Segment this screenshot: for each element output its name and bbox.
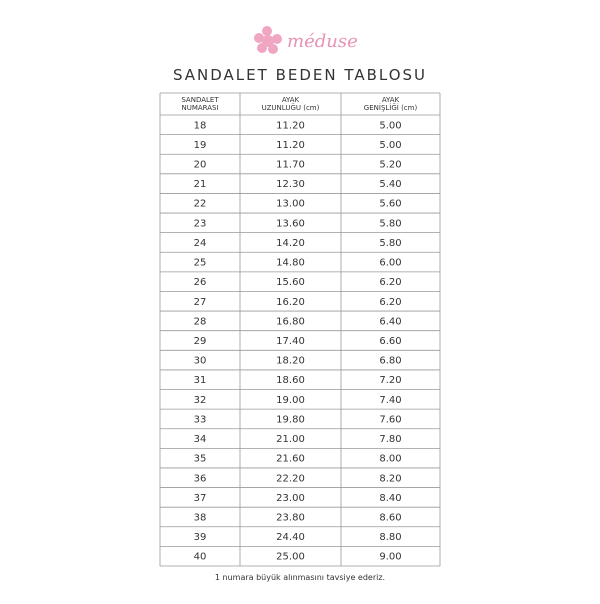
table-cell: 21 bbox=[194, 179, 207, 190]
table-cell: 16.20 bbox=[276, 297, 305, 308]
table-cell: 23.80 bbox=[276, 512, 305, 523]
table-cell: 33 bbox=[194, 414, 207, 425]
table-cell: 18.60 bbox=[276, 375, 305, 386]
table-cell: 8.00 bbox=[379, 454, 401, 465]
table-cell: 16.80 bbox=[276, 316, 305, 327]
table-cell: 19.80 bbox=[276, 414, 305, 425]
table-cell: 28 bbox=[194, 316, 207, 327]
table-cell: 8.80 bbox=[379, 532, 401, 543]
table-cell: 7.40 bbox=[379, 395, 401, 406]
table-cell: 12.30 bbox=[276, 179, 305, 190]
table-cell: 6.20 bbox=[379, 277, 401, 288]
table-cell: 36 bbox=[194, 473, 207, 484]
column-header: SANDALET bbox=[181, 96, 219, 104]
table-cell: 31 bbox=[194, 375, 207, 386]
table-cell: 5.60 bbox=[379, 199, 401, 210]
column-header: GENİŞLİĞİ (cm) bbox=[364, 103, 418, 112]
table-cell: 25.00 bbox=[276, 552, 305, 563]
table-cell: 11.20 bbox=[276, 140, 305, 151]
table-cell: 6.20 bbox=[379, 297, 401, 308]
table-cell: 7.60 bbox=[379, 414, 401, 425]
table-cell: 5.80 bbox=[379, 238, 401, 249]
table-cell: 8.20 bbox=[379, 473, 401, 484]
table-cell: 23 bbox=[194, 218, 207, 229]
table-cell: 30 bbox=[194, 356, 207, 367]
table-cell: 20 bbox=[194, 160, 207, 171]
table-cell: 11.70 bbox=[276, 160, 305, 171]
table-cell: 22 bbox=[194, 199, 207, 210]
table-cell: 21.00 bbox=[276, 434, 305, 445]
table-cell: 18.20 bbox=[276, 356, 305, 367]
logo-flower bbox=[254, 26, 282, 54]
table-cell: 5.20 bbox=[379, 160, 401, 171]
table-cell: 8.60 bbox=[379, 512, 401, 523]
table-cell: 32 bbox=[194, 395, 207, 406]
column-header: NUMARASI bbox=[181, 104, 218, 112]
table-cell: 14.20 bbox=[276, 238, 305, 249]
table-cell: 6.40 bbox=[379, 316, 401, 327]
table-cell: 21.60 bbox=[276, 454, 305, 465]
column-header: AYAK bbox=[282, 96, 300, 104]
table-cell: 38 bbox=[194, 512, 207, 523]
table-cell: 22.20 bbox=[276, 473, 305, 484]
column-header: AYAK bbox=[382, 96, 400, 104]
table-cell: 14.80 bbox=[276, 258, 305, 269]
column-header: UZUNLUĞU (cm) bbox=[262, 103, 320, 112]
table-cell: 35 bbox=[194, 454, 207, 465]
table-cell: 39 bbox=[194, 532, 207, 543]
title: SANDALET BEDEN TABLOSU bbox=[173, 66, 427, 84]
table-cell: 15.60 bbox=[276, 277, 305, 288]
table-cell: 11.20 bbox=[276, 120, 305, 131]
table-cell: 24 bbox=[194, 238, 207, 249]
table-cell: 5.80 bbox=[379, 218, 401, 229]
table-cell: 34 bbox=[194, 434, 207, 445]
table-cell: 40 bbox=[194, 552, 207, 563]
table-cell: 27 bbox=[194, 297, 207, 308]
logo-text: méduse bbox=[287, 31, 358, 52]
table-cell: 29 bbox=[194, 336, 207, 347]
table-cell: 5.00 bbox=[379, 140, 401, 151]
footnote: 1 numara büyük alınmasını tavsiye ederiz… bbox=[215, 573, 385, 582]
table-cell: 24.40 bbox=[276, 532, 305, 543]
table-cell: 19.00 bbox=[276, 395, 305, 406]
table-cell: 37 bbox=[194, 493, 207, 504]
table-cell: 8.40 bbox=[379, 493, 401, 504]
table-cell: 17.40 bbox=[276, 336, 305, 347]
table-cell: 6.00 bbox=[379, 258, 401, 269]
table-cell: 6.80 bbox=[379, 356, 401, 367]
table-cell: 7.80 bbox=[379, 434, 401, 445]
table-cell: 6.60 bbox=[379, 336, 401, 347]
table-cell: 13.60 bbox=[276, 218, 305, 229]
table-cell: 7.20 bbox=[379, 375, 401, 386]
table-cell: 13.00 bbox=[276, 199, 305, 210]
table-cell: 9.00 bbox=[379, 552, 401, 563]
table-cell: 25 bbox=[194, 258, 207, 269]
table-cell: 19 bbox=[194, 140, 207, 151]
table-cell: 26 bbox=[194, 277, 207, 288]
table-cell: 23.00 bbox=[276, 493, 305, 504]
table-cell: 18 bbox=[194, 120, 207, 131]
table-cell: 5.00 bbox=[379, 120, 401, 131]
table-cell: 5.40 bbox=[379, 179, 401, 190]
